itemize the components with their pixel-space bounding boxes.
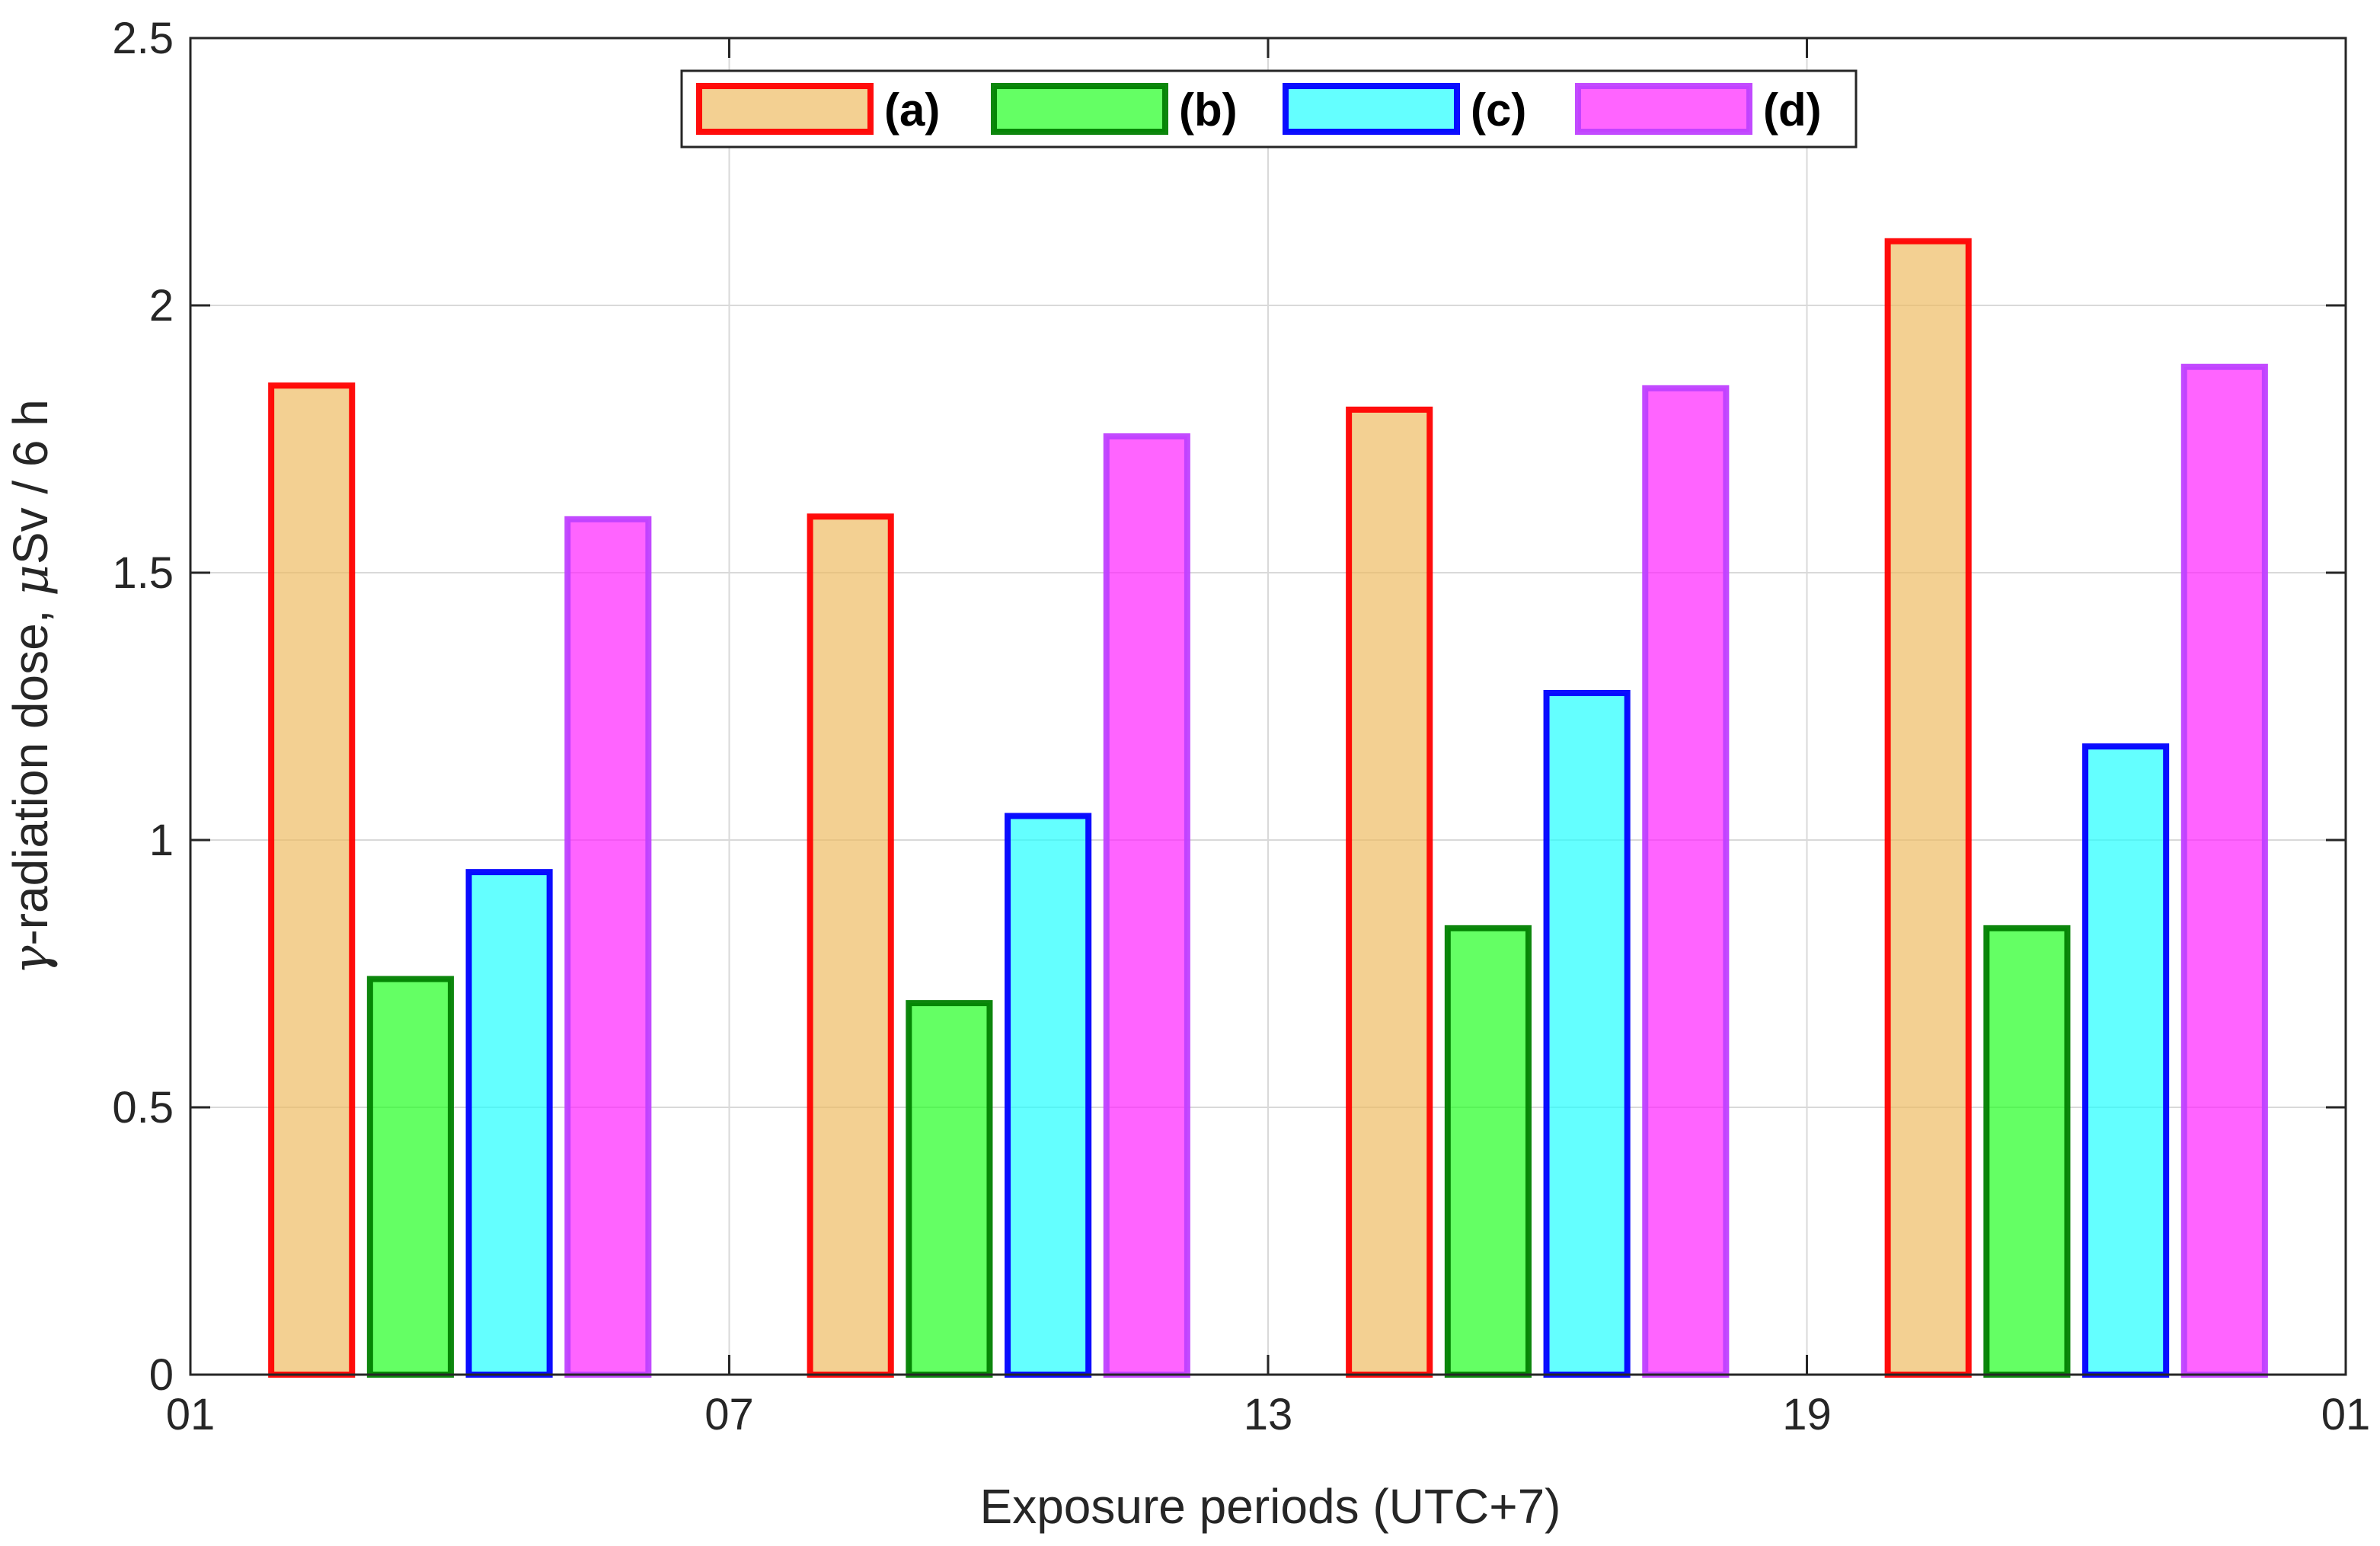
x-axis-label: Exposure periods (UTC+7) [980,1479,1561,1534]
x-tick-label: 01 [166,1390,216,1439]
legend-swatch-a [696,83,874,135]
legend-swatch-c [1283,83,1460,135]
y-tick-label: 2 [149,281,174,331]
y-tick-label: 1.5 [112,548,174,598]
bar-d-group-3 [1642,385,1730,1378]
y-tick-labels: 0 0.5 1 1.5 2 2.5 [112,14,174,1400]
x-tick-label: 07 [704,1390,754,1439]
bar-c-group-3 [1543,689,1631,1378]
bar-d-group-2 [1103,433,1190,1378]
x-tick-label: 13 [1244,1390,1293,1439]
bar-b-group-1 [366,976,454,1378]
y-axis-label: γ-radiation dose, μSv / 6 h [3,399,59,975]
bar-a-group-3 [1346,406,1433,1378]
bar-b-group-4 [1983,925,2071,1378]
bar-b-group-3 [1444,925,1532,1378]
y-axis-label-gamma: γ [3,945,59,975]
bar-a-group-2 [807,513,894,1378]
y-axis-label-suffix: Sv / 6 h [3,399,58,564]
bar-d-group-4 [2180,363,2268,1378]
bar-d-group-1 [564,516,652,1378]
axis-ticks [189,37,2347,1376]
legend-label-b: (b) [1179,85,1238,136]
legend-swatch-b [991,83,1168,135]
y-axis-label-main: -radiation dose, [3,596,58,946]
y-tick-label: 1 [149,816,174,865]
bar-c-group-2 [1005,813,1092,1378]
y-tick-label: 2.5 [112,14,174,63]
y-tick-label: 0 [149,1350,174,1400]
legend-label-a: (a) [884,85,940,136]
bar-a-group-4 [1884,238,1972,1378]
bar-c-group-4 [2082,743,2170,1378]
bar-a-group-1 [268,382,356,1378]
y-axis-label-mu: μ [3,564,59,596]
legend-swatch-d [1575,83,1752,135]
legend: (a) (b) (c) (d) [680,69,1858,149]
bar-c-group-1 [465,869,553,1378]
legend-label-c: (c) [1471,85,1526,136]
x-tick-label: 01 [2321,1390,2371,1439]
x-tick-label: 19 [1782,1390,1832,1439]
x-tick-labels: 01 07 13 19 01 [166,1390,2371,1439]
y-tick-label: 0.5 [112,1083,174,1132]
bar-b-group-2 [906,1000,993,1378]
legend-label-d: (d) [1763,85,1822,136]
